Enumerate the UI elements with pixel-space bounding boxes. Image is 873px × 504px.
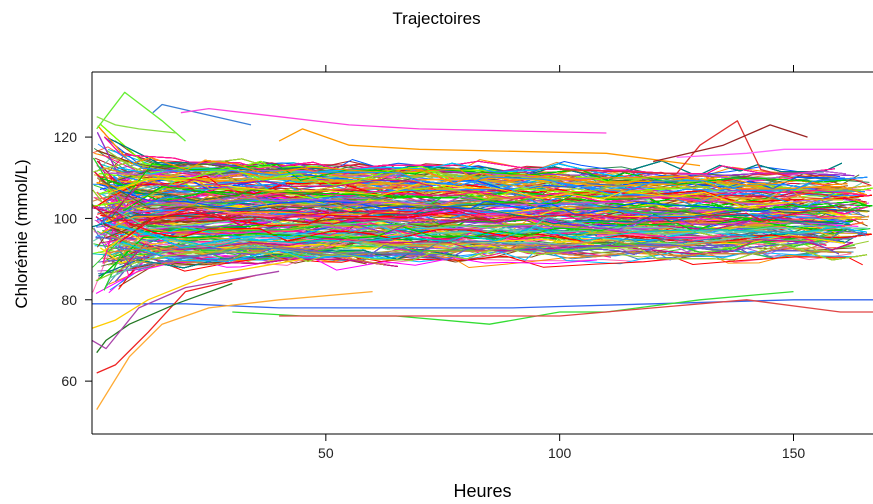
trajectory-line — [91, 205, 851, 228]
x-tick-label: 50 — [318, 445, 334, 461]
trajectory-line — [118, 249, 385, 266]
trajectory-line — [118, 255, 863, 290]
trajectory-line — [103, 220, 237, 236]
trajectory-line — [92, 179, 682, 207]
y-tick-label: 100 — [54, 210, 78, 226]
trajectory-line — [676, 148, 873, 159]
trajectory-line — [100, 163, 847, 188]
trajectory-line — [102, 215, 827, 264]
trajectory-line — [101, 205, 399, 234]
trajectory-line — [108, 236, 826, 280]
trajectory-line — [96, 274, 256, 374]
trajectory-line — [119, 176, 835, 195]
trajectory-line — [114, 178, 844, 206]
trajectory-line — [107, 238, 756, 255]
trajectory-line — [119, 211, 460, 243]
trajectory-lines — [91, 91, 873, 410]
trajectory-line — [96, 177, 689, 211]
trajectory-line — [115, 209, 868, 234]
trajectory-line — [96, 167, 848, 189]
y-tick-label: 80 — [61, 292, 77, 308]
trajectory-line — [115, 223, 854, 247]
trajectory-line — [653, 124, 808, 163]
trajectory-line — [559, 120, 794, 179]
x-axis-label: Heures — [453, 481, 512, 501]
trajectory-line — [107, 206, 846, 234]
trajectory-line — [104, 221, 318, 248]
trajectory-line — [110, 191, 395, 204]
trajectory-line — [96, 290, 373, 410]
trajectory-line — [278, 128, 701, 167]
trajectory-line — [92, 299, 873, 309]
trajectory-line — [118, 219, 836, 234]
trajectory-line — [104, 136, 835, 176]
trajectory-line — [180, 107, 607, 134]
x-tick-label: 150 — [782, 445, 806, 461]
trajectory-line — [110, 188, 378, 219]
trajectory-line — [114, 185, 870, 213]
trajectory-line — [95, 216, 398, 267]
trajectory-line — [99, 184, 837, 215]
trajectory-line — [118, 237, 853, 273]
trajectory-line — [117, 224, 842, 248]
trajectory-line — [152, 103, 252, 126]
y-tick-label: 120 — [54, 129, 78, 145]
trajectory-line — [102, 193, 289, 232]
trajectory-line — [104, 179, 433, 221]
trajectory-line — [92, 207, 835, 231]
chart-title: Trajectoires — [392, 9, 481, 28]
trajectory-line — [105, 215, 488, 239]
y-tick-label: 60 — [61, 373, 77, 389]
x-tick-label: 100 — [548, 445, 572, 461]
trajectory-line — [96, 219, 847, 282]
trajectory-line — [91, 270, 280, 350]
trajectory-line — [95, 243, 868, 282]
trajectory-line — [118, 241, 840, 261]
trajectory-line — [91, 258, 303, 329]
trajectory-line — [114, 182, 871, 208]
trajectory-line — [96, 282, 233, 354]
plot-axes: 50 100 150 60 80 100 120 — [54, 65, 873, 461]
trajectory-line — [118, 240, 402, 262]
trajectory-line — [96, 116, 177, 134]
trajectory-line — [279, 299, 873, 317]
trajectory-line — [115, 207, 838, 227]
trajectory-line — [112, 241, 858, 265]
trajectory-line — [99, 174, 384, 195]
trajectory-line — [96, 91, 186, 142]
trajectory-line — [113, 150, 868, 196]
trajectory-line — [100, 214, 872, 244]
trajectory-line — [116, 210, 853, 233]
